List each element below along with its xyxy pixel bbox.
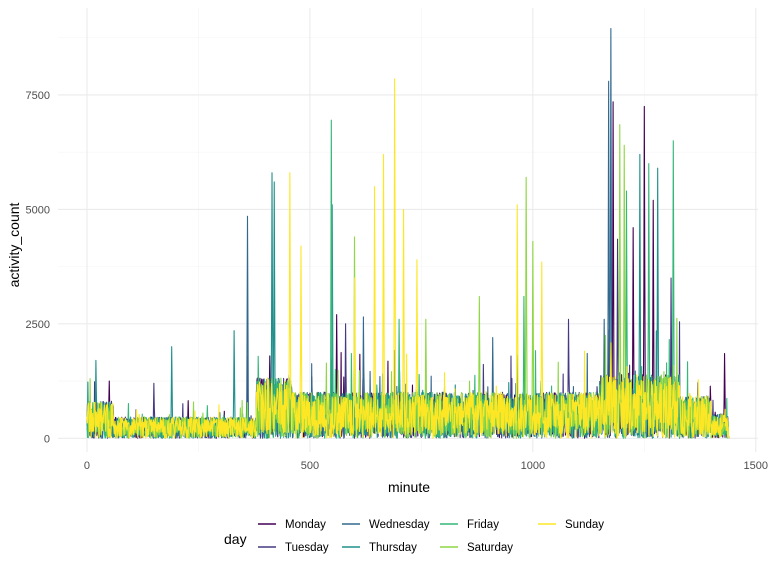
series-layer [86,28,730,439]
y-tick-label: 0 [44,433,50,445]
legend-label-saturday: Saturday [467,542,513,554]
x-tick-label: 0 [84,460,90,472]
series-line-sunday [86,78,730,439]
x-axis-title: minute [388,479,430,495]
y-tick-label: 5000 [26,204,50,216]
x-axis-tick-labels: 0 500 1000 1500 [84,460,768,472]
x-tick-label: 1000 [521,460,545,472]
x-tick-label: 1500 [744,460,768,472]
major-gridlines [58,8,758,452]
legend-label-friday: Friday [467,519,499,531]
legend-label-wednesday: Wednesday [369,519,430,531]
y-tick-label: 2500 [26,319,50,331]
legend-label-monday: Monday [285,519,326,531]
legend-label-tuesday: Tuesday [285,542,329,554]
y-tick-label: 7500 [26,90,50,102]
legend-label-thursday: Thursday [369,542,417,554]
y-axis-tick-labels: 0 2500 5000 7500 [26,90,50,445]
legend-label-sunday: Sunday [565,519,604,531]
y-axis-title: activity_count [6,202,22,287]
legend: day Monday Tuesday Wednesday Thursday Friday… [224,519,604,554]
x-tick-label: 500 [301,460,319,472]
legend-title: day [224,531,247,547]
